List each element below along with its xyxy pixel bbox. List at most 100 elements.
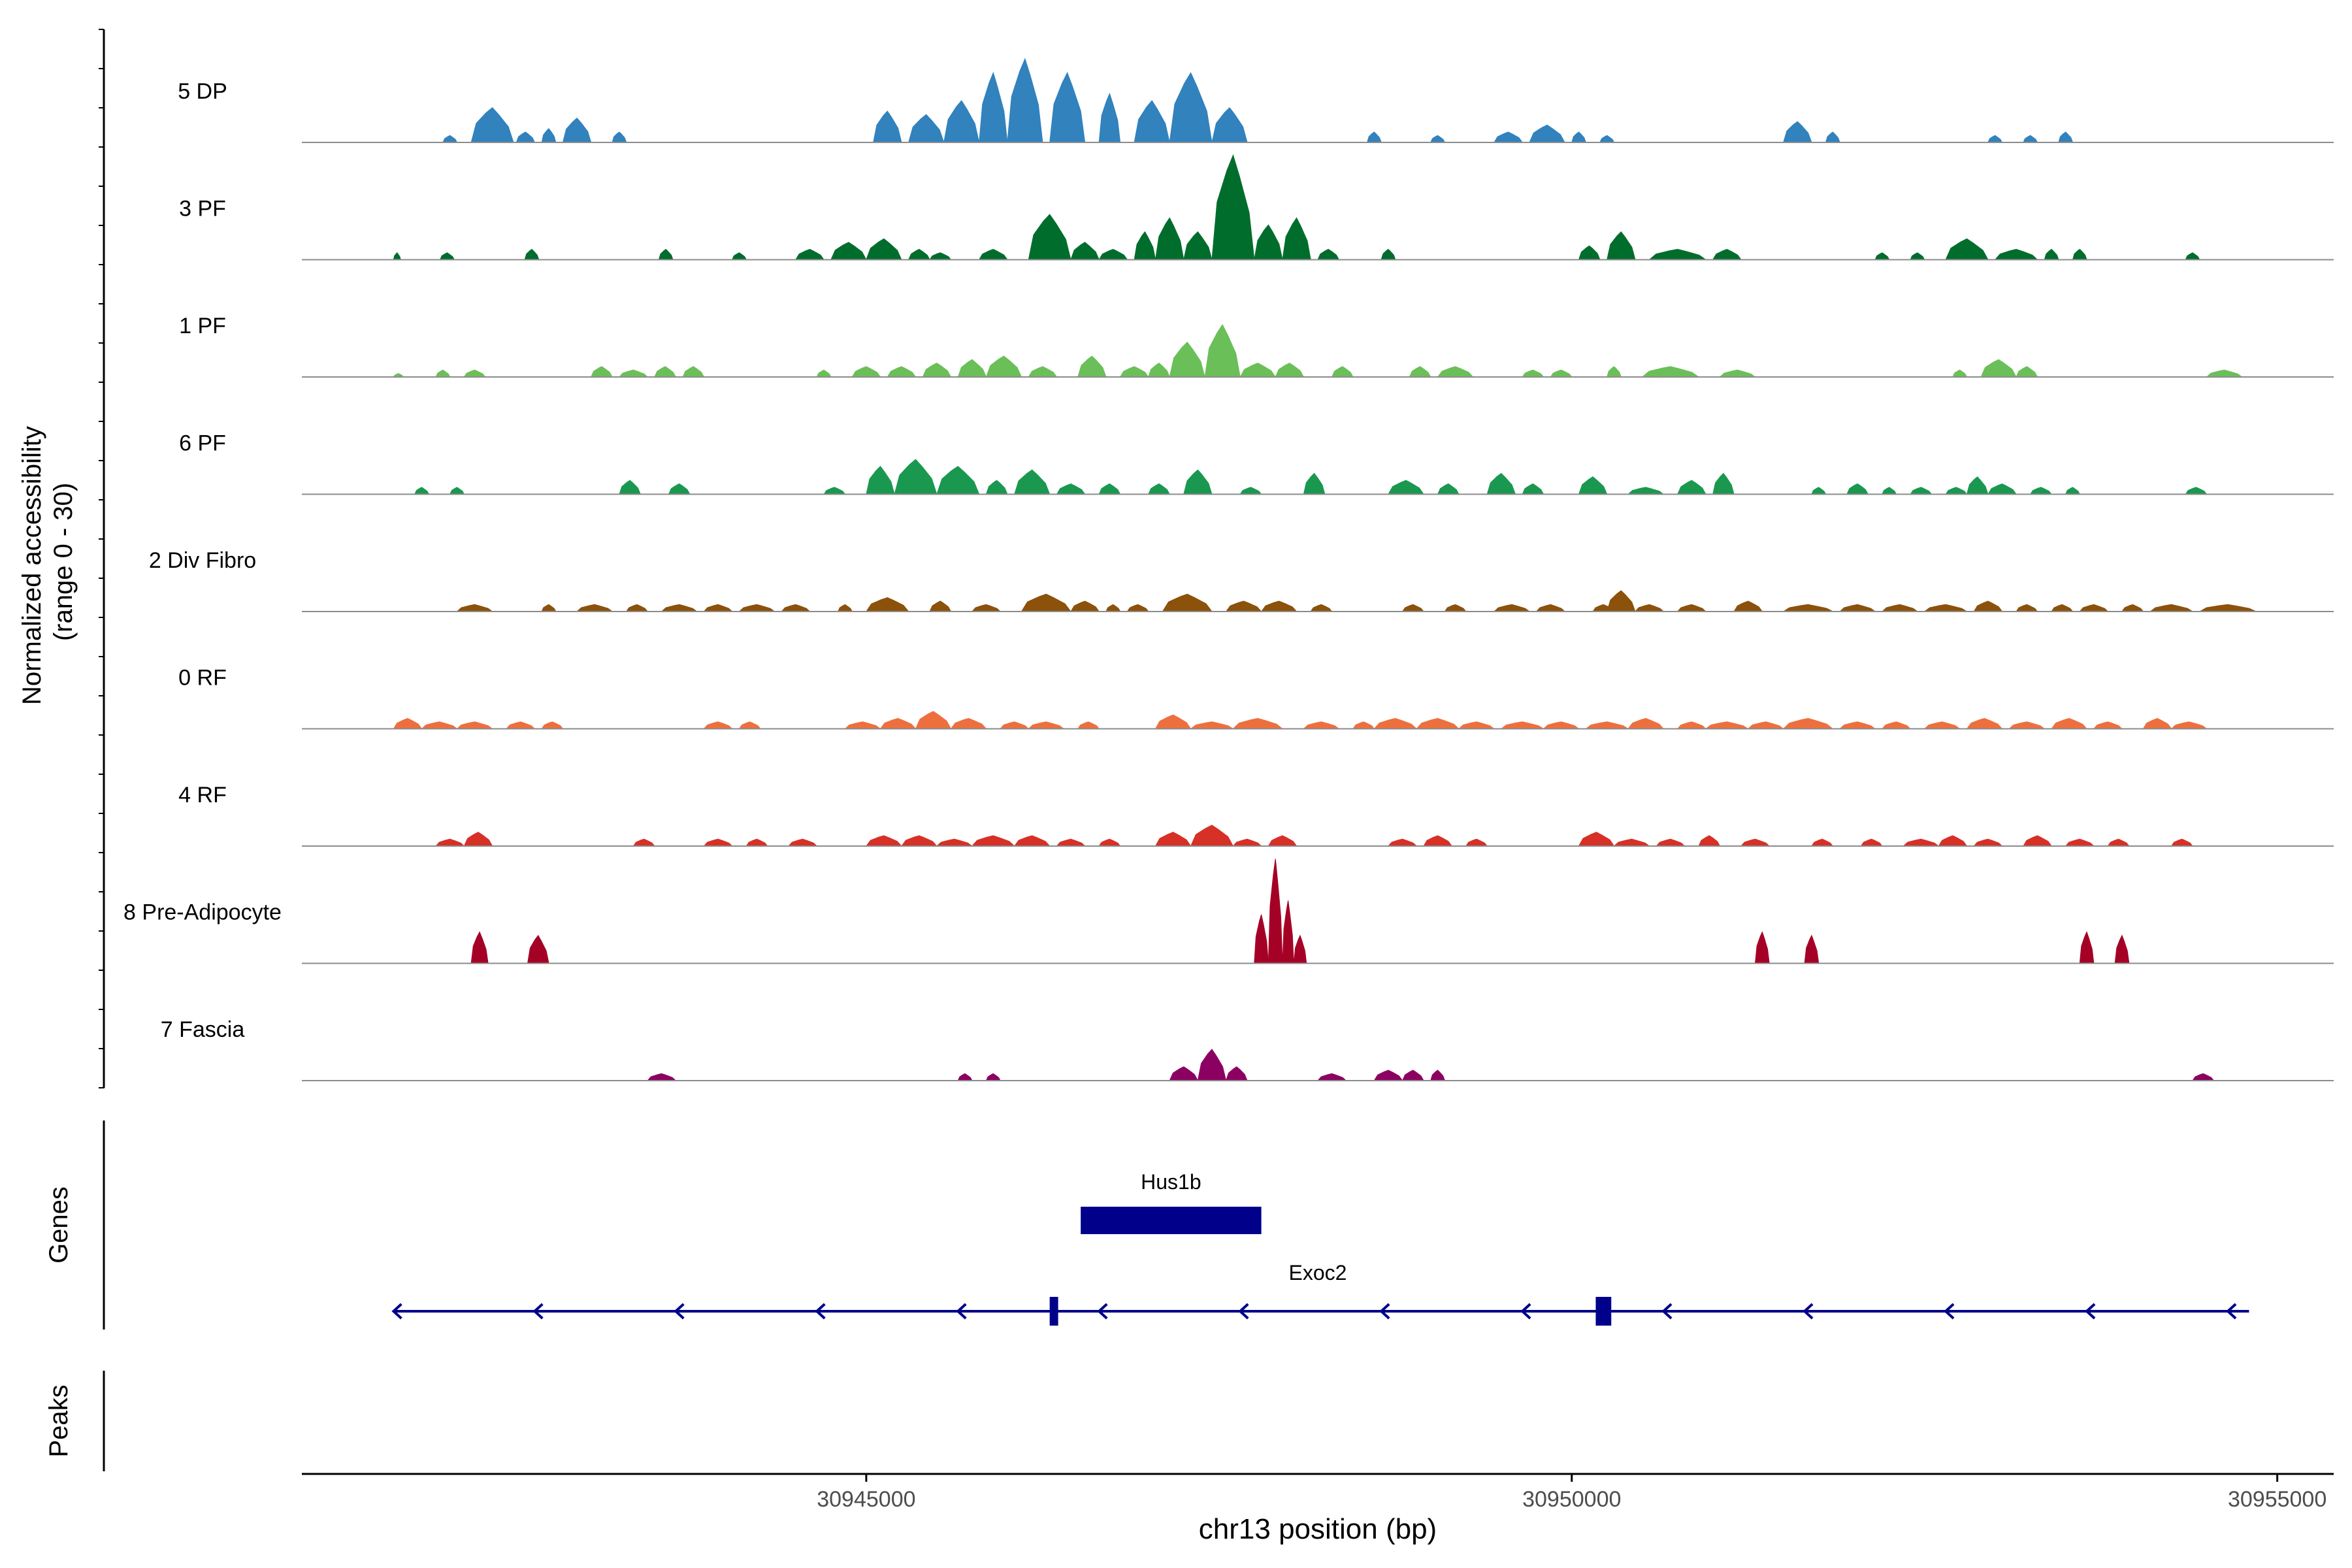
coverage-y-axis (99, 29, 105, 1088)
coverage-peak (1712, 248, 1742, 260)
coverage-peak (1204, 324, 1241, 378)
x-tick-label: 30950000 (1522, 1487, 1621, 1512)
coverage-peak (1973, 838, 2003, 847)
coverage-peak (668, 483, 691, 495)
coverage-peak (1437, 366, 1474, 378)
coverage-peak (1401, 1070, 1424, 1081)
coverage-peak (1712, 472, 1735, 495)
track-label: 7 Fascia (161, 1017, 245, 1042)
coverage-peak (1148, 363, 1170, 378)
coverage-peak (1098, 838, 1121, 847)
coverage-peak (1437, 483, 1460, 495)
coverage-peak (1070, 600, 1100, 612)
coverage-peak (703, 604, 733, 612)
coverage-peak (1162, 593, 1213, 612)
coverage-peak (1599, 135, 1615, 143)
coverage-peak (1387, 838, 1418, 847)
coverage-peak (1183, 231, 1213, 260)
coverage-peak (908, 114, 945, 143)
coverage-peak (541, 721, 564, 729)
coverage-peak (435, 838, 465, 847)
y-axis-label: Normalized accessibility (range 0 - 30) (18, 419, 78, 705)
track-8-pre-adipocyte: 8 Pre-Adipocyte (123, 858, 2334, 964)
coverage-peak (1056, 483, 1086, 495)
coverage-peak (1782, 604, 1833, 612)
coverage-peak (2079, 604, 2109, 612)
coverage-peak (1225, 1066, 1248, 1081)
coverage-peak (979, 71, 1008, 143)
coverage-peak (1804, 934, 1820, 964)
coverage-peak (2044, 248, 2059, 260)
coverage-peak (2008, 721, 2046, 729)
coverage-peak (2185, 487, 2208, 495)
track-label: 2 Div Fibro (149, 548, 256, 573)
coverage-peak (1838, 604, 1876, 612)
coverage-peak (929, 600, 952, 612)
coverage-peak (393, 252, 401, 260)
gene-body (1081, 1207, 1262, 1234)
peaks-panel-label: Peaks (44, 1384, 73, 1457)
coverage-peak (456, 604, 494, 612)
track-4-rf: 4 RF (178, 783, 2334, 847)
strand-arrow (1661, 1303, 1673, 1320)
coverage-peak (1607, 231, 1636, 260)
coverage-peak (1211, 106, 1248, 143)
coverage-peak (1169, 341, 1205, 378)
coverage-peak (907, 248, 930, 260)
coverage-peak (2023, 835, 2053, 847)
coverage-peak (1607, 590, 1636, 612)
coverage-peak (1676, 721, 1707, 729)
coverage-peak (1373, 717, 1418, 729)
coverage-peak (1973, 600, 2003, 612)
coverage-peak (1500, 721, 1545, 729)
coverage-peak (2192, 1073, 2215, 1081)
coverage-peak (2121, 604, 2144, 612)
coverage-peak (1098, 248, 1128, 260)
coverage-peak (1584, 721, 1629, 729)
coverage-peak (1028, 214, 1071, 260)
coverage-peak (1028, 366, 1058, 378)
coverage-peak (2198, 604, 2257, 612)
coverage-peak (439, 252, 455, 260)
coverage-peak (2114, 934, 2130, 964)
coverage-peak (1486, 472, 1516, 495)
coverage-peak (1077, 721, 1100, 729)
coverage-peak (654, 366, 677, 378)
coverage-peak (1550, 369, 1573, 378)
coverage-peak (1782, 717, 1834, 729)
coverage-peak (915, 711, 952, 729)
strand-arrow (1944, 1303, 1955, 1320)
coverage-peak (1994, 248, 2038, 260)
coverage-peak (1021, 593, 1071, 612)
coverage-peak (2093, 721, 2123, 729)
coverage-tracks: 5 DP 3 PF 1 PF 6 PF 2 Div Fibro 0 RF 4 RF 8 Pre… (123, 57, 2334, 1081)
coverage-peak (1754, 931, 1770, 964)
coverage-peak (738, 721, 761, 729)
coverage-peak (2170, 838, 2194, 847)
coverage-peak (2107, 838, 2130, 847)
coverage-peak (1627, 717, 1665, 729)
coverage-peak (1825, 131, 1840, 143)
coverage-peak (2142, 717, 2172, 729)
coverage-peak (873, 110, 902, 143)
coverage-peak (1260, 600, 1298, 612)
coverage-peak (435, 369, 451, 378)
coverage-peak (2079, 931, 2095, 964)
strand-arrow (2226, 1303, 2237, 1320)
coverage-peak (1254, 224, 1283, 260)
coverage-peak (2051, 717, 2088, 729)
coverage-peak (1923, 721, 1961, 729)
coverage-peak (1543, 721, 1580, 729)
coverage-peak (2065, 487, 2081, 495)
coverage-peak (2023, 135, 2038, 143)
strand-arrow (815, 1303, 826, 1320)
coverage-peak (866, 238, 902, 260)
coverage-peak (1980, 359, 2017, 378)
coverage-peak (1493, 604, 1531, 612)
coverage-peak (865, 597, 909, 612)
coverage-peak (703, 838, 733, 847)
coverage-peak (1331, 366, 1354, 378)
coverage-peak (1316, 1073, 1347, 1081)
coverage-peak (978, 248, 1008, 260)
track-7-fascia: 7 Fascia (161, 1017, 2334, 1081)
